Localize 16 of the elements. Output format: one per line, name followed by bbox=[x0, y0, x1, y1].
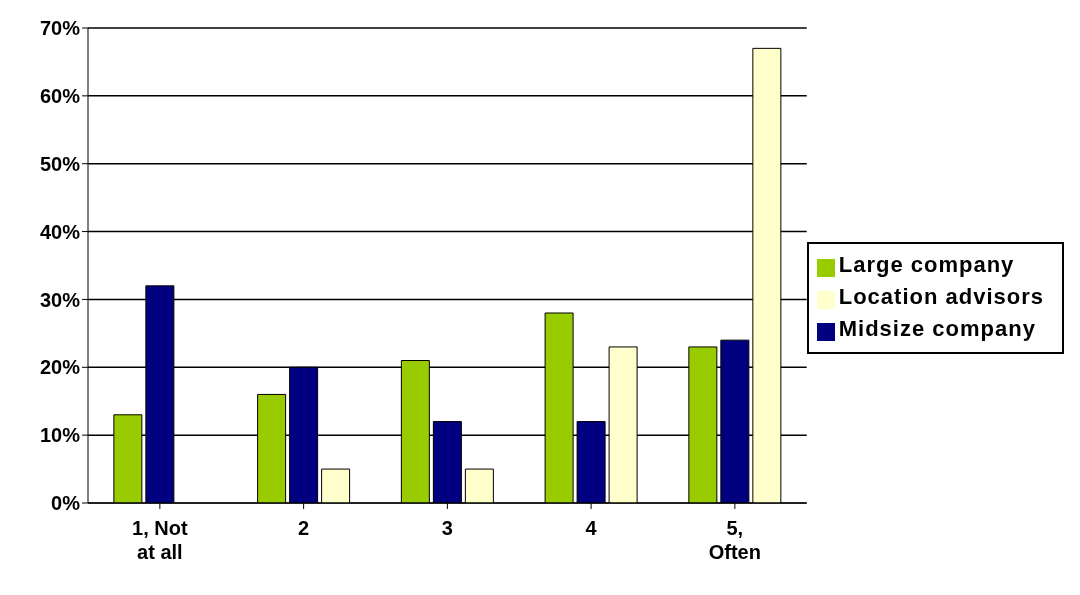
y-tick-label: 20% bbox=[39, 356, 81, 379]
y-tick-label: 70% bbox=[39, 17, 81, 40]
y-tick-label: 50% bbox=[39, 152, 81, 175]
y-tick-label: 40% bbox=[39, 220, 81, 243]
x-tick-label: 5, Often bbox=[708, 517, 761, 563]
y-tick-label: 0% bbox=[51, 492, 81, 515]
legend-label: Location advisors bbox=[838, 284, 1044, 309]
x-tick-label: 1, Not at all bbox=[132, 517, 188, 563]
y-tick-label: 60% bbox=[39, 84, 81, 107]
x-tick-label: 4 bbox=[585, 517, 598, 539]
x-tick-label: 2 bbox=[298, 517, 310, 539]
y-tick-label: 10% bbox=[39, 424, 81, 447]
legend-label: Midsize company bbox=[838, 316, 1036, 341]
x-tick-label: 3 bbox=[441, 517, 453, 539]
legend-label: Large company bbox=[838, 252, 1015, 277]
y-tick-label: 30% bbox=[39, 288, 81, 311]
